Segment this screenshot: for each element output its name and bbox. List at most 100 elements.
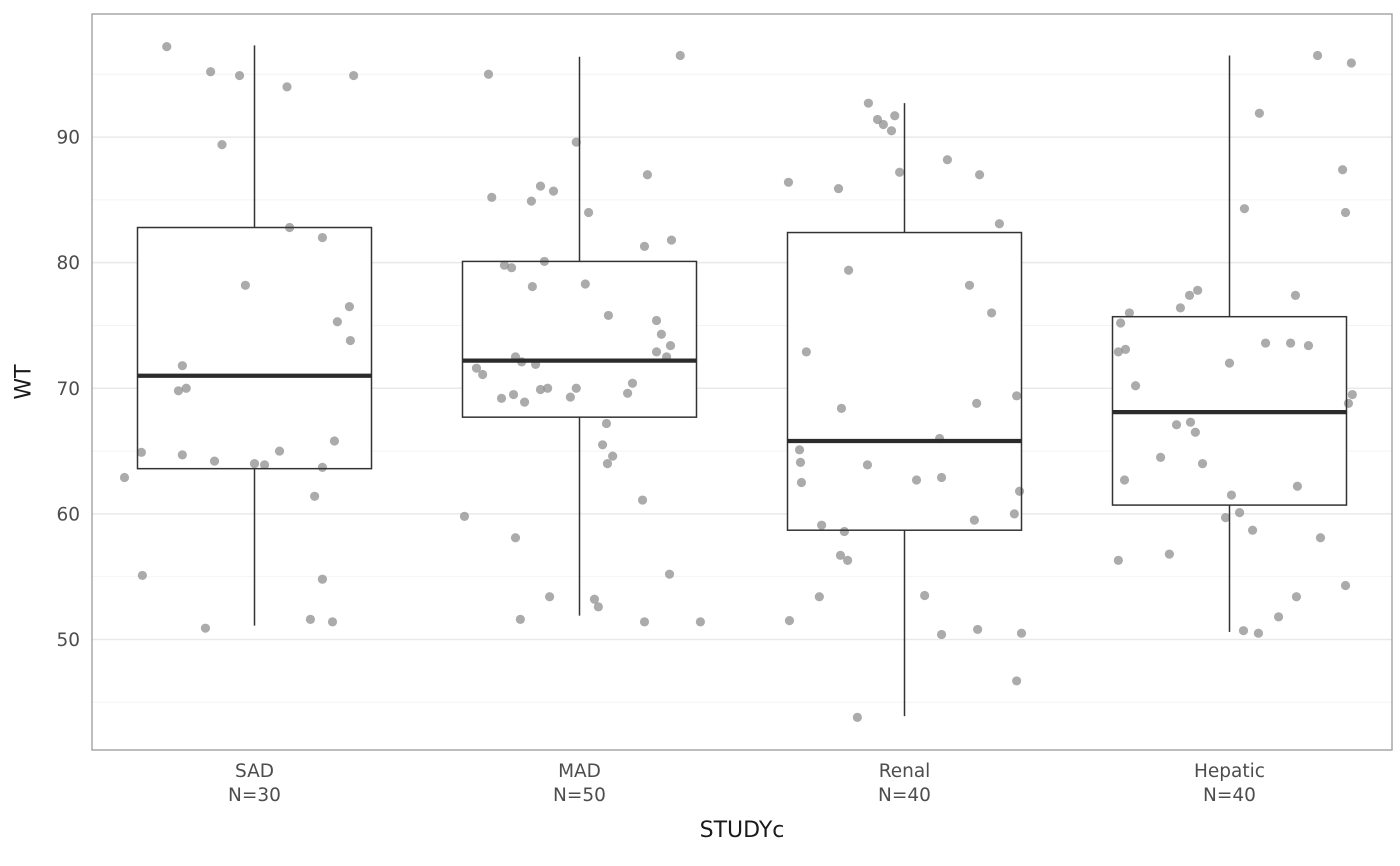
- jitter-point: [987, 308, 997, 318]
- jitter-point: [1113, 555, 1123, 565]
- jitter-point: [571, 383, 581, 393]
- jitter-point: [642, 170, 653, 180]
- jitter-point: [173, 386, 184, 396]
- x-tick-sublabel-renal: N=40: [878, 785, 931, 806]
- jitter-point: [593, 602, 603, 612]
- jitter-point: [895, 167, 905, 177]
- x-axis-title: STUDYc: [699, 818, 785, 843]
- jitter-point: [349, 70, 359, 81]
- jitter-point: [234, 70, 245, 81]
- jitter-point: [506, 263, 517, 273]
- jitter-point: [994, 219, 1005, 229]
- jitter-point: [1340, 580, 1351, 591]
- jitter-point: [317, 574, 328, 584]
- jitter-point: [597, 440, 608, 450]
- jitter-point: [974, 170, 985, 180]
- jitter-point: [249, 459, 260, 469]
- jitter-point: [833, 183, 844, 194]
- y-tick-label: 50: [56, 630, 80, 651]
- jitter-point: [1014, 486, 1025, 496]
- jitter-point: [515, 614, 525, 624]
- y-tick-label: 80: [56, 253, 80, 274]
- jitter-point: [1130, 381, 1141, 391]
- jitter-point: [510, 533, 521, 543]
- box-outline-mad: [461, 260, 698, 418]
- jitter-point: [584, 207, 594, 218]
- jitter-point: [206, 67, 216, 77]
- jitter-point: [1315, 533, 1326, 543]
- jitter-point: [136, 447, 146, 457]
- jitter-point: [656, 329, 667, 339]
- jitter-point: [1303, 340, 1314, 351]
- jitter-point: [844, 265, 854, 275]
- jitter-point: [1185, 417, 1196, 427]
- jitter-point: [964, 280, 975, 290]
- jitter-point: [162, 42, 172, 52]
- x-tick-sublabel-sad: N=30: [228, 785, 281, 806]
- jitter-point: [666, 235, 677, 245]
- jitter-point: [1171, 420, 1182, 430]
- jitter-point: [1238, 626, 1249, 636]
- jitter-point: [589, 594, 600, 604]
- jitter-point: [1175, 303, 1186, 313]
- jitter-point: [817, 520, 827, 530]
- jitter-point: [1273, 612, 1284, 622]
- jitter-point: [200, 623, 211, 633]
- jitter-point: [795, 457, 806, 467]
- jitter-point: [496, 393, 507, 403]
- jitter-point: [508, 389, 519, 400]
- jitter-point: [137, 570, 147, 581]
- jitter-point: [911, 475, 922, 485]
- jitter-point: [1190, 427, 1200, 437]
- jitter-point: [601, 418, 612, 429]
- jitter-point: [487, 192, 497, 202]
- jitter-point: [936, 472, 947, 483]
- jitter-point: [181, 383, 191, 393]
- jitter-point: [545, 592, 555, 602]
- jitter-point: [627, 378, 638, 388]
- jitter-point: [1234, 508, 1245, 518]
- jitter-point: [1156, 452, 1166, 462]
- jitter-point: [839, 526, 849, 537]
- jitter-point: [863, 98, 874, 108]
- jitter-point: [1254, 108, 1264, 118]
- jitter-point: [1226, 490, 1237, 500]
- jitter-point: [329, 436, 340, 446]
- x-tick-sublabel-hepatic: N=40: [1203, 785, 1256, 806]
- jitter-point: [1193, 285, 1203, 295]
- jitter-point: [1253, 628, 1264, 638]
- jitter-point: [664, 569, 675, 579]
- jitter-point: [623, 388, 633, 398]
- jitter-point: [784, 616, 795, 626]
- jitter-point: [471, 363, 482, 373]
- jitter-point: [1343, 398, 1354, 408]
- jitter-point: [478, 369, 488, 380]
- jitter-point: [217, 140, 227, 150]
- jitter-point: [1290, 290, 1301, 300]
- jitter-point: [519, 397, 530, 407]
- jitter-point: [1164, 549, 1174, 559]
- jitter-point: [305, 614, 315, 624]
- x-tick-label-sad: SAD: [235, 761, 274, 782]
- jitter-point: [1012, 676, 1022, 686]
- jitter-point: [794, 445, 805, 455]
- jitter-point: [535, 181, 546, 191]
- jitter-point: [332, 317, 342, 327]
- jitter-point: [1221, 513, 1231, 523]
- jitter-point: [1291, 592, 1302, 602]
- y-axis-title: WT: [11, 364, 37, 400]
- box-fill-renal: [787, 232, 1022, 531]
- jitter-point: [835, 550, 846, 560]
- jitter-point: [796, 477, 807, 488]
- jitter-point: [801, 347, 811, 357]
- jitter-point: [1120, 344, 1131, 354]
- jitter-point: [483, 69, 494, 79]
- jitter-point: [890, 111, 900, 121]
- jitter-point: [936, 629, 947, 640]
- jitter-point: [1292, 481, 1303, 491]
- jitter-point: [836, 403, 847, 413]
- box-fill-mad: [462, 261, 697, 418]
- jitter-point: [1124, 308, 1134, 318]
- box-outline-renal: [786, 231, 1023, 531]
